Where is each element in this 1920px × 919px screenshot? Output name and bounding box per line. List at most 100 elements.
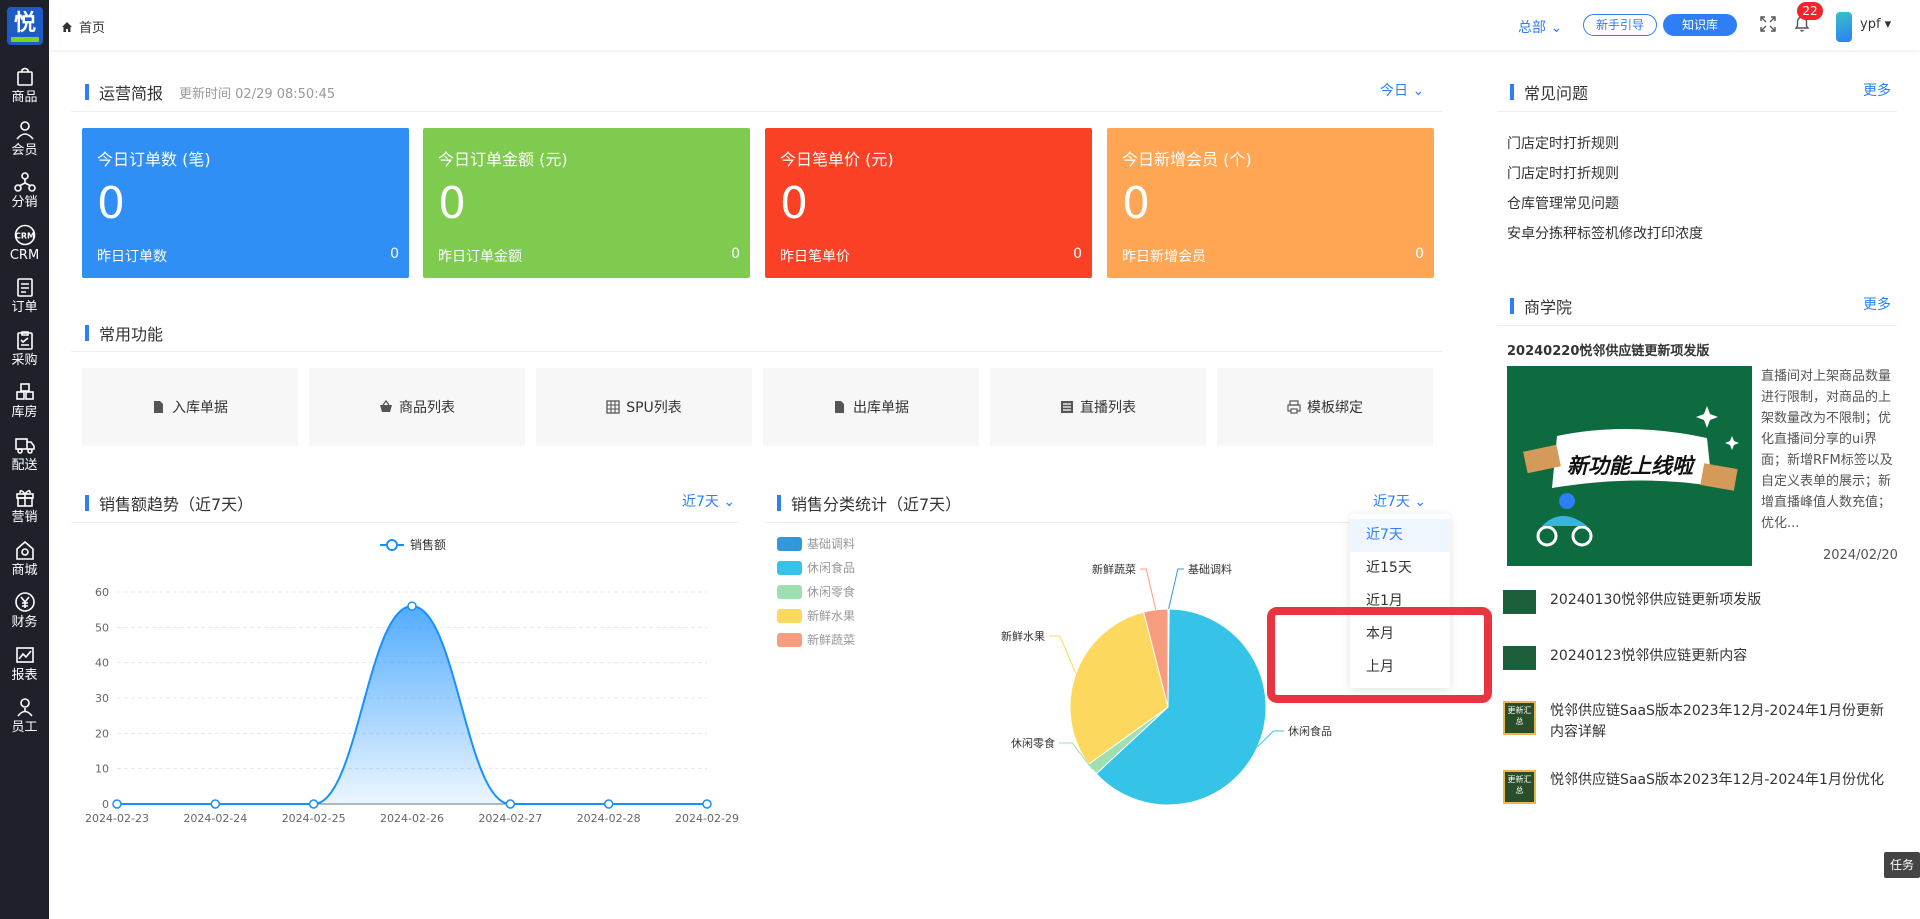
news-item[interactable]: 更新汇总 悦邻供应链SaaS版本2023年12月-2024年1月份更新内容详解 <box>1503 701 1886 743</box>
sidebar-item-label: 采购 <box>11 352 38 368</box>
function-label: 商品列表 <box>399 400 455 416</box>
kpi-card[interactable]: 今日订单金额 (元) 0 昨日订单金额 0 <box>423 128 750 278</box>
category-period-selector[interactable]: 近7天 ⌄ <box>1373 494 1427 510</box>
function-button-5[interactable]: 模板绑定 <box>1217 368 1433 446</box>
legend-label: 休闲食品 <box>807 560 855 575</box>
faq-title: 常见问题 <box>1510 80 1588 104</box>
label-leader <box>1140 568 1157 610</box>
sidebar-item-label: 会员 <box>11 142 38 158</box>
sidebar-item-7[interactable]: 配送 <box>0 424 49 488</box>
legend-label: 销售额 <box>410 537 446 552</box>
sidebar-item-5[interactable]: 采购 <box>0 319 49 383</box>
y-tick-label: 20 <box>95 727 109 740</box>
period-dropdown: 近7天近15天近1月本月上月 <box>1350 514 1450 688</box>
avatar[interactable] <box>1836 12 1852 42</box>
function-button-2[interactable]: SPU列表 <box>536 368 752 446</box>
y-tick-label: 30 <box>95 692 109 705</box>
faq-more-link[interactable]: 更多 <box>1863 83 1891 99</box>
kpi-yesterday-label: 昨日订单金额 <box>438 249 522 265</box>
news-item[interactable]: 20240130悦邻供应链更新项发版 <box>1503 590 1886 614</box>
featured-banner[interactable]: 新功能上线啦 <box>1507 366 1752 566</box>
kpi-yesterday-label: 昨日订单数 <box>97 249 167 265</box>
featured-date: 2024/02/20 <box>1823 548 1898 563</box>
user-menu[interactable]: ypf ▾ <box>1860 17 1892 32</box>
kpi-card[interactable]: 今日新增会员 (个) 0 昨日新增会员 0 <box>1107 128 1434 278</box>
task-button[interactable]: 任务 <box>1884 852 1920 878</box>
clipboard-icon <box>16 330 33 350</box>
breadcrumb[interactable]: 首页 <box>61 17 105 36</box>
sidebar-item-0[interactable]: 商品 <box>0 56 49 120</box>
list-icon <box>1061 401 1073 413</box>
featured-desc: 直播间对上架商品数量进行限制，对商品的上架数量改为不限制；优化直播间分享的ui界… <box>1761 369 1893 531</box>
sidebar-item-label: 商品 <box>11 90 38 105</box>
kpi-card[interactable]: 今日笔单价 (元) 0 昨日笔单价 0 <box>765 128 1092 278</box>
news-title: 悦邻供应链SaaS版本2023年12月-2024年1月份更新内容详解 <box>1550 703 1884 740</box>
featured-title[interactable]: 20240220悦邻供应链更新项发版 <box>1507 344 1710 359</box>
sidebar-item-label: 订单 <box>11 300 38 315</box>
legend-marker <box>386 539 398 551</box>
kpi-value: 0 <box>438 178 466 229</box>
sidebar-item-1[interactable]: 会员 <box>0 109 49 173</box>
knowledge-base-button[interactable]: 知识库 <box>1663 14 1737 36</box>
ops-period-selector[interactable]: 今日 ⌄ <box>1380 83 1425 99</box>
sidebar-item-6[interactable]: 库房 <box>0 371 49 435</box>
function-button-4[interactable]: 直播列表 <box>990 368 1206 446</box>
slice-label: 基础调料 <box>1188 562 1232 576</box>
kpi-title: 今日订单数 (笔) <box>97 150 211 169</box>
legend-swatch <box>777 561 802 575</box>
sidebar-item-3[interactable]: CRM CRM <box>0 214 49 278</box>
news-item[interactable]: 20240123悦邻供应链更新内容 <box>1503 646 1886 670</box>
yen-icon <box>14 592 35 612</box>
dropdown-option[interactable]: 近7天 <box>1350 519 1450 552</box>
sidebar-item-12[interactable]: 员工 <box>0 686 49 750</box>
dropdown-option[interactable]: 本月 <box>1366 626 1394 642</box>
legend-label: 新鲜蔬菜 <box>807 632 855 647</box>
news-thumbnail <box>1503 646 1536 670</box>
sidebar-item-label: 分销 <box>11 195 38 210</box>
sidebar: 悦 商品会员分销 CRM CRM 订单采购库房 配送营销商城 财务报表员工 <box>0 0 49 919</box>
app-logo[interactable]: 悦 <box>7 7 43 45</box>
legend-swatch <box>777 633 802 647</box>
faq-item[interactable]: 仓库管理常见问题 <box>1507 196 1619 212</box>
sidebar-item-label: 报表 <box>11 667 38 683</box>
academy-title: 商学院 <box>1510 294 1572 318</box>
x-tick-label: 2024-02-29 <box>675 812 739 825</box>
data-point <box>603 799 614 809</box>
sidebar-item-label: 营销 <box>11 510 38 525</box>
kpi-value: 0 <box>97 178 125 229</box>
kpi-yesterday-value: 0 <box>1415 246 1424 262</box>
fullscreen-icon[interactable] <box>1760 16 1776 32</box>
sidebar-item-9[interactable]: 商城 <box>0 529 49 593</box>
trend-period-selector[interactable]: 近7天 ⌄ <box>682 494 736 510</box>
function-button-1[interactable]: 商品列表 <box>309 368 525 446</box>
sidebar-item-10[interactable]: 财务 <box>0 581 49 645</box>
warehouse-icon <box>15 383 34 400</box>
faq-item[interactable]: 门店定时打折规则 <box>1507 136 1619 152</box>
kpi-card[interactable]: 今日订单数 (笔) 0 昨日订单数 0 <box>82 128 409 278</box>
legend-swatch <box>777 609 802 623</box>
sidebar-item-4[interactable]: 订单 <box>0 266 49 330</box>
academy-more-link[interactable]: 更多 <box>1863 297 1891 313</box>
sidebar-item-11[interactable]: 报表 <box>0 634 49 698</box>
dropdown-option[interactable]: 近1月 <box>1366 593 1403 609</box>
guide-button[interactable]: 新手引导 <box>1583 14 1657 36</box>
faq-item[interactable]: 安卓分拣秤标签机修改打印浓度 <box>1507 226 1703 242</box>
data-point <box>210 799 221 809</box>
pie-slice <box>1095 608 1267 806</box>
dropdown-option[interactable]: 上月 <box>1366 659 1394 675</box>
data-point <box>112 799 122 809</box>
function-button-0[interactable]: 入库单据 <box>82 368 298 446</box>
dropdown-option[interactable]: 近15天 <box>1366 560 1412 576</box>
basket-icon <box>380 400 392 412</box>
function-button-3[interactable]: 出库单据 <box>763 368 979 446</box>
grid-icon <box>606 400 620 414</box>
slice-label: 新鲜水果 <box>1001 629 1045 643</box>
news-item[interactable]: 更新汇总 悦邻供应链SaaS版本2023年12月-2024年1月份优化 <box>1503 770 1886 804</box>
kpi-yesterday-label: 昨日新增会员 <box>1122 249 1206 265</box>
org-selector[interactable]: 总部 ⌄ <box>1518 20 1563 36</box>
banner-illustration <box>1523 406 1739 547</box>
y-tick-label: 10 <box>95 763 109 776</box>
sidebar-item-8[interactable]: 营销 <box>0 476 49 540</box>
faq-item[interactable]: 门店定时打折规则 <box>1507 166 1619 182</box>
sidebar-item-2[interactable]: 分销 <box>0 161 49 225</box>
